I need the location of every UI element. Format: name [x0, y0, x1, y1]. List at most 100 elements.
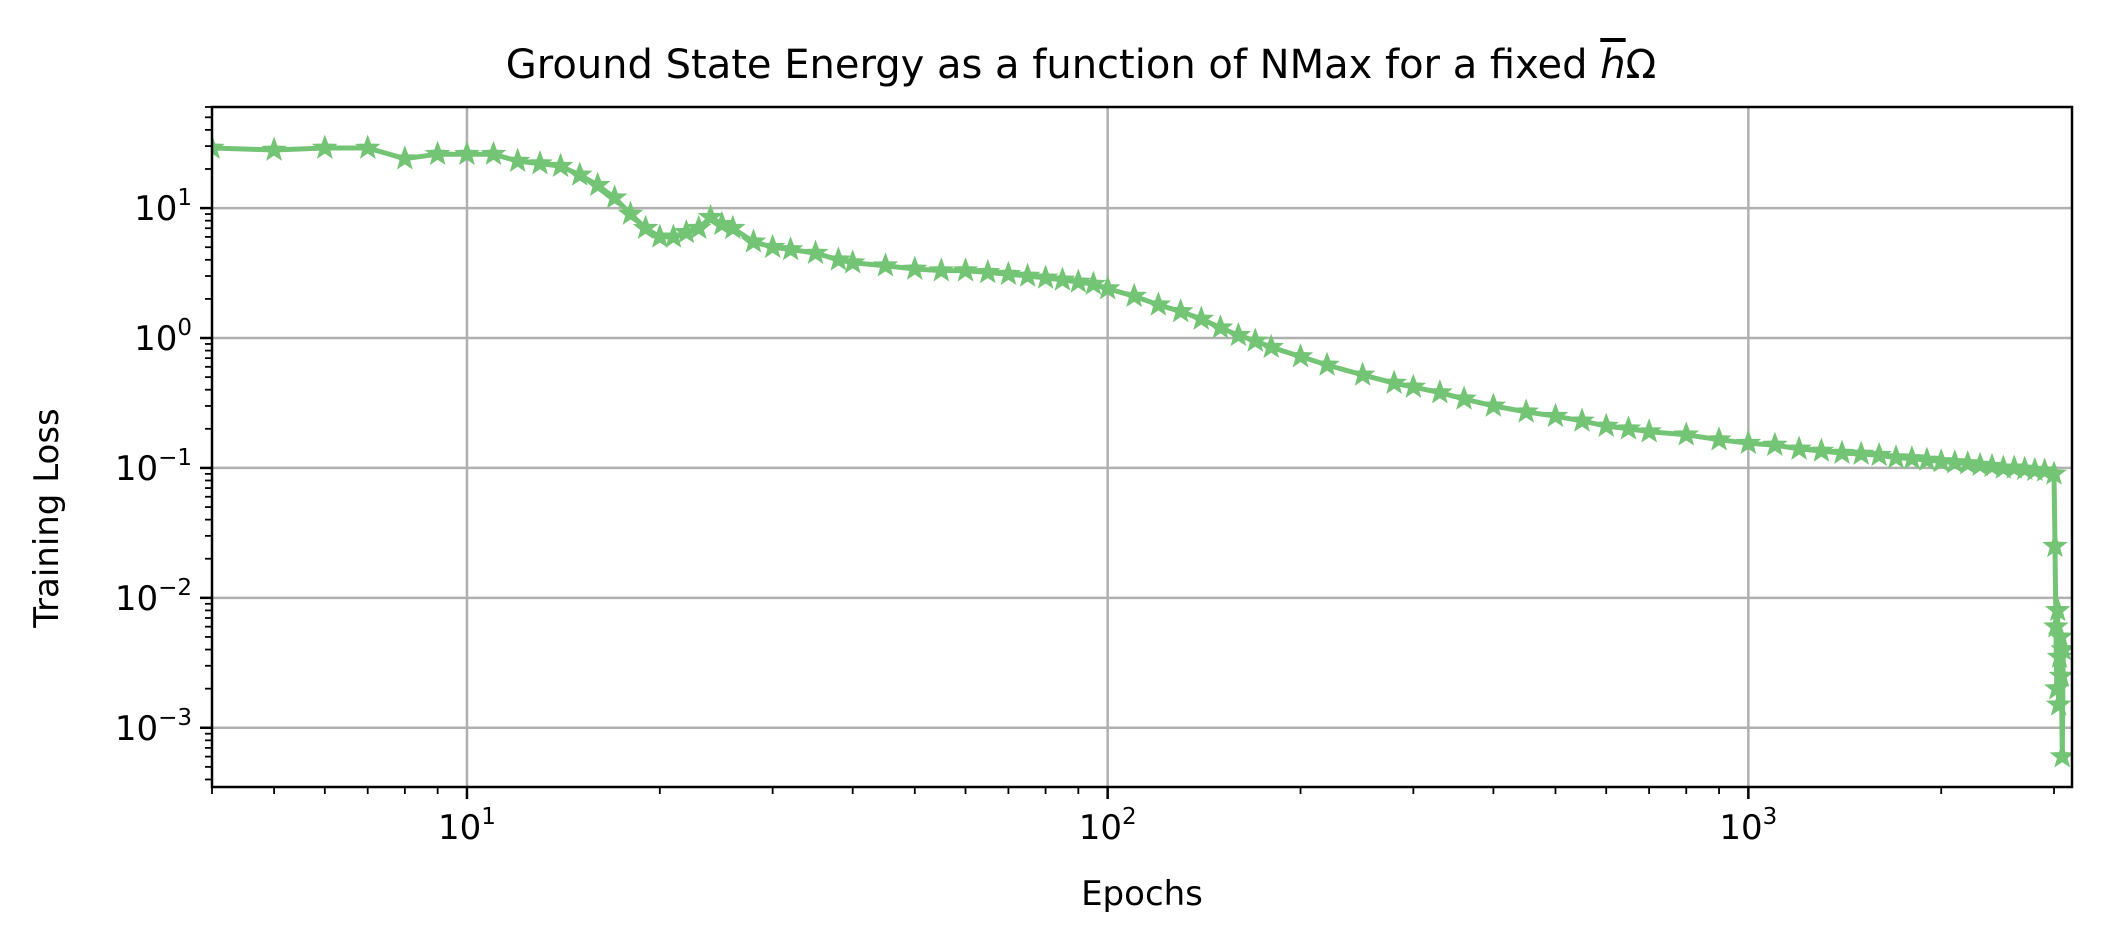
data-point-0-94 — [2049, 743, 2072, 768]
data-point-0-89 — [2044, 596, 2071, 622]
data-point-0-14 — [617, 200, 644, 225]
data-point-0-88 — [2044, 675, 2070, 700]
data-point-0-66 — [1762, 431, 1788, 456]
x-tick-exp-1: 2 — [1122, 804, 1137, 830]
data-point-0-3 — [354, 134, 381, 159]
data-point-0-50 — [1314, 351, 1340, 376]
data-point-0-71 — [1866, 441, 1892, 467]
data-point-0-76 — [1942, 449, 1968, 474]
data-point-0-28 — [839, 249, 866, 274]
data-point-0-52 — [1381, 369, 1407, 394]
data-point-0-86 — [2042, 532, 2068, 558]
y-tick-base-4: 10 — [115, 709, 158, 749]
data-point-0-90 — [2045, 691, 2072, 716]
x-tick-base-0: 10 — [438, 808, 481, 848]
x-tick-base-2: 10 — [1719, 808, 1762, 848]
data-point-0-1 — [261, 136, 287, 161]
data-point-0-30 — [902, 255, 928, 280]
data-point-0-33 — [975, 258, 1001, 284]
data-point-0-0 — [212, 134, 225, 159]
data-point-0-36 — [1032, 264, 1059, 289]
data-point-0-57 — [1513, 398, 1539, 423]
data-point-0-54 — [1427, 379, 1453, 404]
y-tick-label-1: 100 — [134, 315, 192, 359]
data-point-0-5 — [424, 140, 451, 166]
y-tick-exp-2: −1 — [158, 445, 192, 471]
data-point-0-87 — [2043, 613, 2069, 638]
data-point-0-32 — [952, 257, 979, 282]
data-point-0-59 — [1569, 407, 1595, 432]
data-point-0-42 — [1145, 291, 1172, 316]
y-tick-exp-0: 1 — [177, 185, 192, 211]
plot-frame — [210, 105, 2074, 789]
data-point-0-62 — [1636, 418, 1662, 443]
data-point-0-67 — [1786, 435, 1812, 460]
data-point-0-70 — [1848, 440, 1874, 465]
data-point-0-65 — [1735, 429, 1762, 455]
data-point-0-21 — [709, 210, 735, 236]
data-point-0-47 — [1242, 327, 1269, 352]
y-tick-label-0: 101 — [134, 185, 192, 229]
chart-title: Ground State Energy as a function of NMa… — [506, 42, 1656, 88]
data-point-0-61 — [1615, 415, 1642, 440]
data-point-0-24 — [759, 233, 786, 259]
x-tick-label-1: 102 — [1079, 804, 1137, 848]
data-point-0-63 — [1673, 421, 1700, 446]
data-point-0-26 — [802, 239, 829, 265]
y-tick-base-0: 10 — [134, 189, 177, 229]
data-point-0-55 — [1451, 385, 1477, 410]
x-tick-exp-2: 3 — [1763, 804, 1778, 830]
series-group — [212, 134, 2072, 768]
grid-lines — [212, 107, 2072, 787]
x-tick-exp-0: 1 — [481, 804, 496, 830]
data-point-0-2 — [312, 134, 338, 159]
data-point-0-51 — [1349, 361, 1376, 386]
data-point-0-49 — [1287, 343, 1314, 368]
y-tick-label-3: 10−2 — [115, 575, 192, 619]
data-point-0-40 — [1094, 275, 1121, 300]
data-point-0-41 — [1121, 282, 1147, 308]
data-point-0-48 — [1258, 333, 1284, 359]
data-point-0-43 — [1167, 298, 1194, 323]
series-line-0 — [212, 145, 2066, 760]
chart-title-text: Ground State Energy as a function of NMa… — [506, 42, 1601, 88]
data-point-0-11 — [567, 161, 593, 186]
data-point-0-8 — [504, 147, 531, 172]
y-tick-exp-1: 0 — [177, 315, 192, 341]
data-point-0-39 — [1080, 270, 1107, 295]
data-point-0-92 — [2047, 623, 2072, 648]
y-tick-base-1: 10 — [134, 319, 177, 359]
data-point-0-35 — [1014, 262, 1041, 287]
data-point-0-12 — [584, 171, 611, 197]
y-tick-base-3: 10 — [115, 579, 158, 619]
data-point-0-37 — [1049, 266, 1076, 291]
data-point-0-7 — [480, 140, 507, 166]
data-point-0-20 — [697, 203, 724, 229]
data-point-0-46 — [1225, 321, 1252, 347]
data-point-0-68 — [1808, 437, 1835, 462]
series-layer — [212, 134, 2072, 768]
data-point-0-9 — [527, 150, 553, 175]
y-tick-base-2: 10 — [115, 449, 158, 489]
y-tick-label-4: 10−3 — [115, 705, 192, 749]
data-point-0-93 — [2048, 662, 2072, 687]
data-point-0-25 — [777, 236, 804, 261]
x-tick-label-2: 103 — [1719, 804, 1777, 848]
data-point-0-6 — [454, 140, 480, 166]
data-point-0-74 — [1914, 446, 1940, 471]
data-point-0-31 — [928, 257, 955, 282]
chart-title-omega-symbol: Ω — [1626, 42, 1657, 88]
y-tick-exp-4: −3 — [158, 705, 192, 731]
data-point-0-4 — [392, 145, 418, 170]
data-point-0-27 — [825, 246, 852, 271]
data-point-0-64 — [1706, 426, 1732, 451]
data-point-0-45 — [1207, 314, 1234, 339]
x-tick-label-0: 101 — [438, 804, 496, 848]
data-point-0-72 — [1883, 444, 1909, 469]
data-point-0-34 — [995, 260, 1022, 286]
data-point-0-38 — [1065, 268, 1092, 293]
data-point-0-85 — [2041, 460, 2067, 485]
y-tick-label-2: 10−1 — [115, 445, 192, 489]
